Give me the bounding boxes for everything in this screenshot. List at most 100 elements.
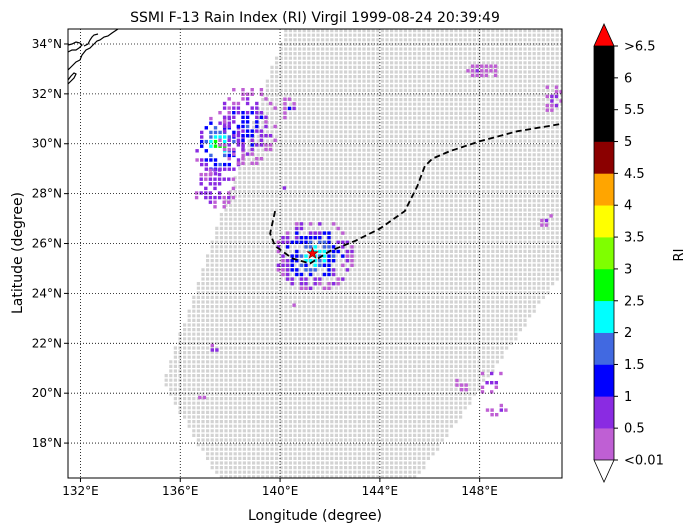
rain-pixel bbox=[459, 388, 464, 392]
rain-pixel bbox=[227, 111, 231, 115]
rain-pixel bbox=[250, 152, 254, 156]
rain-pixel bbox=[276, 240, 281, 244]
rain-pixel bbox=[276, 268, 281, 272]
rain-pixel bbox=[554, 90, 559, 94]
rain-pixel bbox=[554, 94, 559, 99]
rain-pixel bbox=[304, 254, 308, 258]
rain-pixel bbox=[255, 101, 259, 106]
rain-pixel bbox=[544, 218, 549, 223]
storm-center-marker bbox=[306, 246, 319, 259]
colorbar-tick-label: 4 bbox=[624, 199, 632, 214]
y-tick-label: 18°N bbox=[32, 436, 62, 450]
y-tick-label: 20°N bbox=[32, 386, 62, 400]
rain-pixel bbox=[209, 135, 213, 139]
rain-pixel bbox=[283, 97, 287, 101]
rain-pixel bbox=[327, 268, 331, 272]
rain-pixel bbox=[208, 195, 213, 200]
rain-pixel bbox=[232, 106, 236, 110]
rain-pixel bbox=[217, 191, 222, 195]
rain-pixel bbox=[195, 149, 199, 153]
rain-pixel bbox=[475, 73, 479, 78]
rain-pixel bbox=[213, 126, 218, 130]
rain-pixel bbox=[223, 135, 227, 139]
rain-pixel bbox=[232, 101, 236, 106]
rain-pixel bbox=[241, 157, 245, 161]
rain-pixel bbox=[232, 147, 236, 152]
rain-pixel bbox=[250, 143, 254, 147]
rain-pixel bbox=[204, 167, 208, 171]
rain-pixel bbox=[200, 162, 204, 167]
rain-pixel bbox=[213, 130, 218, 135]
y-tick-label: 26°N bbox=[32, 237, 62, 251]
rain-pixel bbox=[227, 162, 231, 167]
coastline-kii bbox=[83, 33, 99, 47]
colorbar-tick-label: >6.5 bbox=[624, 40, 656, 55]
rain-pixel bbox=[313, 263, 317, 267]
coastline-japan bbox=[68, 29, 119, 71]
colorbar-tick-label: 1 bbox=[624, 390, 632, 405]
rain-pixel bbox=[490, 408, 494, 412]
colorbar-under-arrow bbox=[593, 459, 615, 483]
rain-pixel bbox=[227, 153, 231, 158]
rain-pixel bbox=[341, 263, 345, 267]
rain-pixel bbox=[327, 231, 331, 235]
no-rain-pixels bbox=[164, 29, 562, 478]
rain-pixel bbox=[227, 177, 231, 181]
rain-pixel bbox=[259, 143, 264, 147]
rain-pixel bbox=[222, 200, 226, 204]
rain-pixel bbox=[213, 172, 218, 176]
rain-pixel bbox=[350, 245, 354, 249]
rain-pixel bbox=[295, 240, 299, 244]
y-tick-label: 24°N bbox=[32, 286, 62, 300]
colorbar-tick-label: <0.01 bbox=[624, 454, 664, 469]
rain-pixel bbox=[299, 222, 304, 226]
colorbar-tick-label: 2.5 bbox=[624, 294, 645, 309]
rain-pixel bbox=[304, 259, 308, 263]
y-axis: 18°N 20°N 22°N 24°N 26°N 28°N 30°N 32°N 34°N bbox=[32, 37, 68, 450]
colorbar-segment bbox=[594, 141, 614, 174]
rain-pixel bbox=[550, 103, 554, 108]
rain-pixel bbox=[304, 286, 308, 290]
rain-pixel bbox=[236, 138, 241, 142]
rain-pixel bbox=[540, 218, 544, 223]
x-axis-label: Longitude (degree) bbox=[248, 508, 382, 524]
rain-pixel bbox=[341, 245, 345, 249]
colorbar-tick-label: 0.5 bbox=[624, 422, 645, 437]
rain-pixel bbox=[208, 200, 213, 204]
rain-pixel bbox=[350, 254, 354, 258]
rain-pixel bbox=[204, 186, 208, 191]
x-tick-label: 144°E bbox=[362, 484, 399, 498]
plot-frame bbox=[67, 28, 563, 479]
rain-pixel bbox=[409, 0, 412, 1]
rain-pixel bbox=[264, 124, 268, 129]
rain-pixel bbox=[204, 191, 208, 195]
rain-pixel bbox=[250, 138, 254, 142]
rain-pixel bbox=[213, 195, 217, 200]
rain-pixel bbox=[299, 254, 304, 258]
colorbar-tick-label: 1.5 bbox=[624, 358, 645, 373]
rain-pixel bbox=[283, 115, 287, 120]
rain-pixel bbox=[485, 408, 490, 412]
grid-layer bbox=[68, 29, 562, 478]
rain-pixel bbox=[231, 177, 236, 181]
rain-pixel bbox=[350, 259, 354, 263]
rain-pixel bbox=[327, 254, 331, 258]
rain-pixel bbox=[250, 88, 254, 92]
rain-pixel bbox=[422, 2, 425, 5]
x-tick-label: 140°E bbox=[262, 484, 299, 498]
colorbar-segment bbox=[594, 46, 614, 79]
rain-pixel bbox=[236, 161, 241, 165]
rain-pixel bbox=[232, 130, 236, 135]
rain-pixel bbox=[209, 116, 213, 121]
rain-pixel bbox=[475, 64, 479, 68]
rain-pixel bbox=[292, 106, 296, 111]
rain-pixel bbox=[331, 254, 336, 258]
chart-title: SSMI F-13 Rain Index (RI) Virgil 1999-08… bbox=[130, 10, 500, 26]
rain-pixel bbox=[327, 272, 331, 277]
rain-pixel bbox=[480, 73, 484, 78]
rain-pixel bbox=[227, 124, 231, 129]
rain-pixel bbox=[227, 157, 231, 161]
rain-pixel bbox=[245, 101, 250, 106]
rain-pixel bbox=[322, 240, 327, 244]
rain-pixel bbox=[341, 240, 345, 244]
